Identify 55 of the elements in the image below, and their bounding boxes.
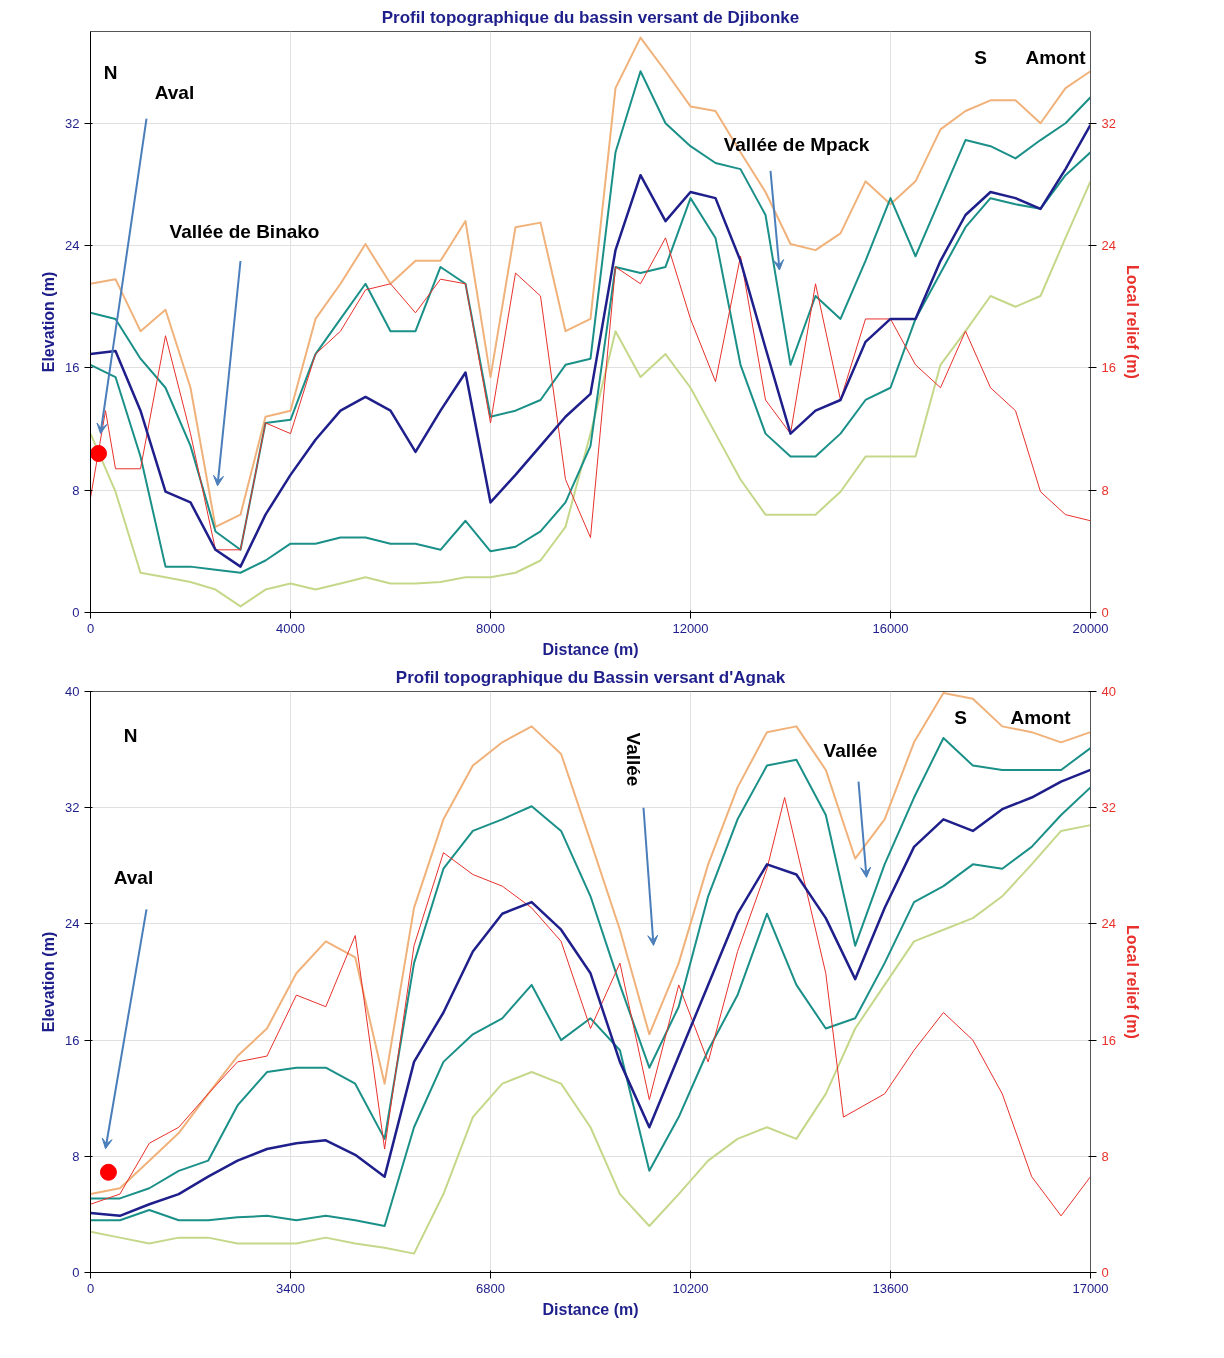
- annotation: N: [103, 61, 118, 83]
- annotation: S: [974, 47, 987, 69]
- y-tick-label: 32: [65, 115, 80, 131]
- annotation: N: [123, 724, 138, 746]
- y-tick-label: 0: [72, 605, 80, 620]
- y-tick-label: 8: [72, 482, 80, 498]
- chart-title: Profil topographique du Bassin versant d'Agnak: [395, 667, 786, 687]
- y-tick-label: 8: [72, 1148, 80, 1164]
- x-tick-label: 0: [86, 620, 95, 636]
- x-tick-label: 13600: [872, 1280, 909, 1296]
- y2-tick-label: 24: [1101, 916, 1116, 932]
- x-tick-label: 20000: [1072, 620, 1109, 636]
- x-tick-label: 12000: [672, 620, 709, 636]
- y2-tick-label: 0: [1101, 1265, 1109, 1280]
- x-tick-label: 10200: [672, 1280, 709, 1296]
- y2-axis-title: Local relief (m): [1123, 925, 1141, 1039]
- y-tick-label: 0: [72, 1265, 80, 1280]
- y-axis-title: Elevation (m): [40, 271, 58, 373]
- annotation: Vallée de Binako: [169, 221, 320, 243]
- y-tick-label: 24: [65, 916, 80, 932]
- annotation: Amont: [1025, 47, 1087, 69]
- y2-tick-label: 32: [1101, 800, 1116, 816]
- annotation: Amont: [1010, 707, 1072, 729]
- y-tick-label: 40: [65, 684, 80, 699]
- y-tick-label: 16: [65, 1032, 80, 1048]
- annotation: Aval: [113, 866, 154, 888]
- y-tick-label: 32: [65, 800, 80, 816]
- y2-tick-label: 8: [1101, 482, 1109, 498]
- y2-tick-label: 16: [1101, 360, 1116, 376]
- y-tick-label: 24: [65, 238, 80, 254]
- annotation: S: [954, 707, 967, 729]
- y2-tick-label: 32: [1101, 115, 1116, 131]
- annotation: Vallée: [823, 740, 878, 762]
- y2-tick-label: 16: [1101, 1032, 1116, 1048]
- y2-tick-label: 8: [1101, 1148, 1109, 1164]
- annotation: Aval: [154, 82, 195, 103]
- y2-axis-title: Local relief (m): [1123, 265, 1141, 379]
- y-tick-label: 16: [65, 360, 80, 376]
- y2-tick-label: 0: [1101, 605, 1109, 620]
- line-series: [90, 237, 1091, 551]
- annotation: Vallée: [623, 732, 644, 787]
- x-tick-label: 4000: [276, 620, 305, 636]
- x-tick-label: 6800: [476, 1280, 505, 1296]
- x-axis-title: Distance (m): [542, 640, 639, 658]
- x-axis-title: Distance (m): [542, 1300, 639, 1318]
- y2-tick-label: 40: [1101, 684, 1116, 699]
- x-tick-label: 16000: [872, 620, 909, 636]
- x-tick-label: 17000: [1072, 1280, 1109, 1296]
- x-tick-label: 3400: [276, 1280, 305, 1296]
- y-axis-title: Elevation (m): [40, 931, 58, 1033]
- y2-tick-label: 24: [1101, 238, 1116, 254]
- x-tick-label: 0: [86, 1280, 95, 1296]
- x-tick-label: 8000: [476, 620, 505, 636]
- annotation: Vallée de Mpack: [723, 134, 870, 156]
- chart-title: Profil topographique du bassin versant de Djibonke: [381, 7, 800, 27]
